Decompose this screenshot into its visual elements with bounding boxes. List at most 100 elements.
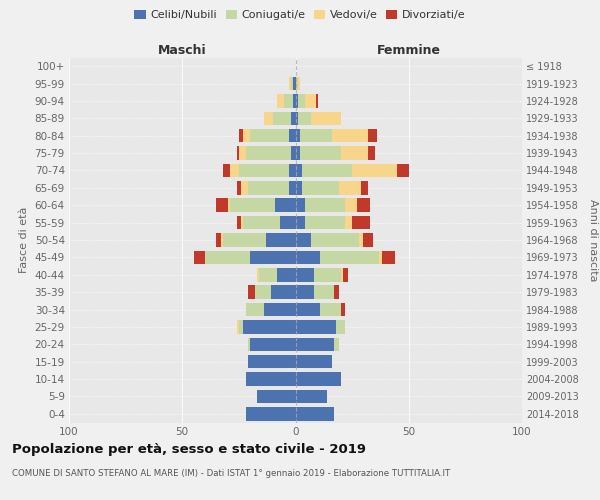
- Bar: [368, 146, 375, 160]
- Bar: [250, 129, 289, 142]
- Bar: [289, 181, 296, 194]
- Bar: [352, 164, 397, 177]
- Bar: [248, 338, 250, 351]
- Bar: [291, 112, 296, 125]
- Bar: [275, 198, 296, 212]
- Bar: [336, 320, 346, 334]
- Bar: [334, 286, 338, 299]
- Bar: [341, 268, 343, 281]
- Bar: [368, 129, 377, 142]
- Text: Femmine: Femmine: [377, 44, 441, 58]
- Bar: [216, 198, 227, 212]
- Bar: [236, 181, 241, 194]
- Bar: [341, 302, 346, 316]
- Bar: [277, 94, 284, 108]
- Bar: [296, 407, 334, 420]
- Bar: [236, 146, 239, 160]
- Y-axis label: Fasce di età: Fasce di età: [19, 207, 29, 273]
- Bar: [296, 250, 320, 264]
- Bar: [300, 129, 332, 142]
- Bar: [266, 233, 296, 247]
- Bar: [205, 250, 250, 264]
- Bar: [230, 198, 275, 212]
- Bar: [227, 198, 230, 212]
- Bar: [296, 320, 336, 334]
- Bar: [341, 146, 368, 160]
- Bar: [359, 233, 364, 247]
- Bar: [382, 250, 395, 264]
- Bar: [284, 94, 293, 108]
- Bar: [296, 77, 298, 90]
- Bar: [241, 181, 248, 194]
- Bar: [296, 233, 311, 247]
- Bar: [250, 338, 296, 351]
- Bar: [293, 94, 296, 108]
- Bar: [239, 164, 289, 177]
- Bar: [273, 112, 291, 125]
- Bar: [264, 112, 273, 125]
- Bar: [239, 146, 245, 160]
- Bar: [364, 233, 373, 247]
- Bar: [379, 250, 382, 264]
- Bar: [291, 77, 293, 90]
- Bar: [296, 198, 305, 212]
- Bar: [314, 268, 341, 281]
- Bar: [296, 338, 334, 351]
- Bar: [302, 181, 338, 194]
- Bar: [248, 181, 289, 194]
- Bar: [300, 146, 341, 160]
- Bar: [298, 112, 311, 125]
- Y-axis label: Anni di nascita: Anni di nascita: [589, 198, 598, 281]
- Bar: [277, 268, 296, 281]
- Bar: [298, 94, 305, 108]
- Bar: [346, 216, 352, 230]
- Bar: [296, 372, 341, 386]
- Bar: [338, 181, 361, 194]
- Bar: [296, 112, 298, 125]
- Bar: [255, 286, 271, 299]
- Bar: [298, 77, 300, 90]
- Bar: [352, 216, 370, 230]
- Bar: [239, 320, 244, 334]
- Bar: [264, 302, 296, 316]
- Bar: [302, 164, 352, 177]
- Bar: [244, 320, 296, 334]
- Bar: [320, 250, 379, 264]
- Bar: [241, 216, 244, 230]
- Bar: [239, 129, 244, 142]
- Bar: [397, 164, 409, 177]
- Bar: [194, 250, 205, 264]
- Bar: [245, 372, 296, 386]
- Bar: [245, 302, 264, 316]
- Bar: [271, 286, 296, 299]
- Bar: [289, 77, 291, 90]
- Bar: [305, 94, 316, 108]
- Bar: [296, 355, 332, 368]
- Bar: [305, 198, 346, 212]
- Bar: [221, 233, 223, 247]
- Bar: [311, 112, 341, 125]
- Bar: [311, 233, 359, 247]
- Bar: [296, 268, 314, 281]
- Bar: [332, 129, 368, 142]
- Bar: [296, 129, 300, 142]
- Bar: [236, 320, 239, 334]
- Bar: [259, 268, 277, 281]
- Bar: [257, 268, 259, 281]
- Bar: [248, 286, 255, 299]
- Bar: [248, 355, 296, 368]
- Bar: [257, 390, 296, 403]
- Bar: [316, 94, 318, 108]
- Bar: [250, 250, 296, 264]
- Bar: [296, 164, 302, 177]
- Bar: [245, 146, 291, 160]
- Bar: [314, 286, 334, 299]
- Bar: [296, 390, 327, 403]
- Bar: [320, 302, 341, 316]
- Legend: Celibi/Nubili, Coniugati/e, Vedovi/e, Divorziati/e: Celibi/Nubili, Coniugati/e, Vedovi/e, Di…: [130, 6, 470, 25]
- Bar: [216, 233, 221, 247]
- Bar: [296, 181, 302, 194]
- Bar: [346, 198, 356, 212]
- Bar: [305, 216, 346, 230]
- Bar: [236, 216, 241, 230]
